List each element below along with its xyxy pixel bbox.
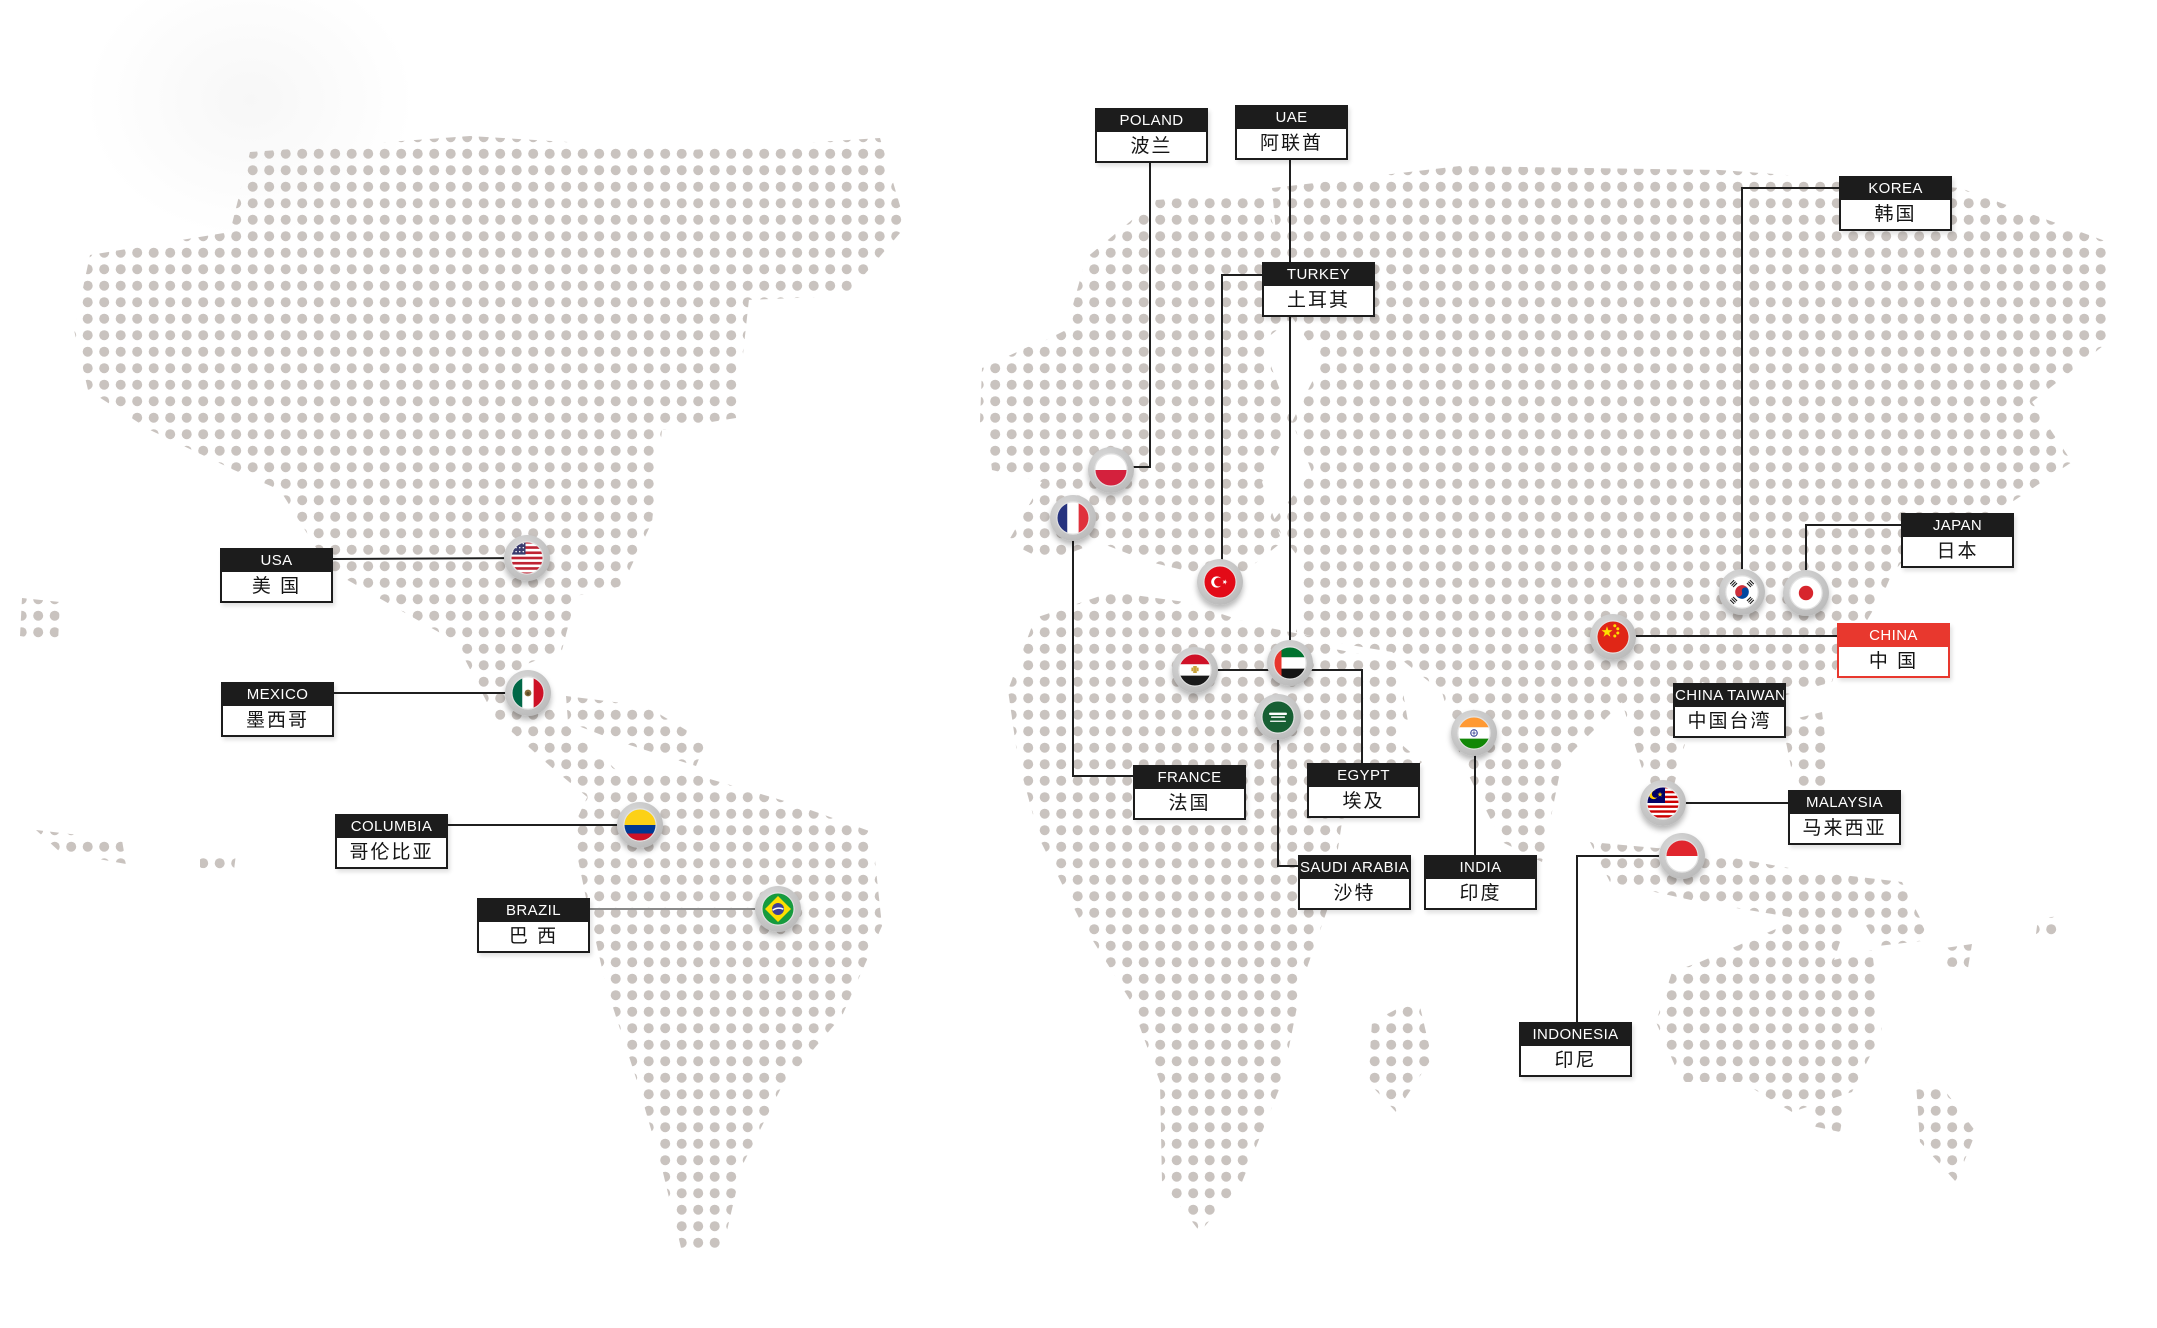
- saudi-arabia-label-name-zh: 沙特: [1333, 883, 1376, 904]
- uae-label-name-zh: 阿联酋: [1259, 133, 1323, 154]
- usa-label-name-en: USA: [222, 550, 331, 572]
- poland-flag-pin[interactable]: [1088, 447, 1134, 493]
- brazil-label[interactable]: BRAZIL 巴 西: [477, 898, 590, 953]
- turkey-flag-pin[interactable]: [1197, 559, 1243, 605]
- turkey-label-name-zh: 土耳其: [1286, 290, 1350, 311]
- india-label-name-zh: 印度: [1459, 883, 1502, 904]
- mexico-label[interactable]: MEXICO 墨西哥: [221, 682, 334, 737]
- usa-label-name-zh: 美 国: [251, 576, 302, 597]
- poland-label-name-zh: 波兰: [1130, 136, 1173, 157]
- turkey-label-name-en: TURKEY: [1264, 264, 1373, 286]
- france-connector-line: [1072, 518, 1133, 777]
- india-flag-pin[interactable]: [1451, 710, 1497, 756]
- turkey-flag-icon: [1203, 565, 1237, 599]
- korea-connector-line: [1741, 187, 1839, 592]
- egypt-flag-pin[interactable]: [1172, 647, 1218, 693]
- columbia-label-name-en: COLUMBIA: [337, 816, 446, 838]
- china-flag-icon: [1596, 620, 1630, 654]
- korea-label-name-zh: 韩国: [1874, 204, 1917, 225]
- china-label-name-en: CHINA: [1839, 625, 1948, 647]
- columbia-label[interactable]: COLUMBIA 哥伦比亚: [335, 814, 448, 869]
- malaysia-flag-icon: [1646, 786, 1680, 820]
- columbia-label-name-zh: 哥伦比亚: [349, 842, 434, 863]
- malaysia-label[interactable]: MALAYSIA 马来西亚: [1788, 790, 1901, 845]
- poland-flag-icon: [1094, 453, 1128, 487]
- egypt-label-name-zh: 埃及: [1342, 791, 1385, 812]
- france-flag-pin[interactable]: [1050, 495, 1096, 541]
- china-taiwan-label[interactable]: CHINA TAIWAN 中国台湾: [1673, 683, 1786, 738]
- indonesia-label-name-zh: 印尼: [1554, 1050, 1597, 1071]
- turkey-label[interactable]: TURKEY 土耳其: [1262, 262, 1375, 317]
- uae-flag-icon: [1273, 646, 1307, 680]
- saudi-arabia-label[interactable]: SAUDI ARABIA 沙特: [1298, 855, 1411, 910]
- uae-label[interactable]: UAE 阿联酋: [1235, 105, 1348, 160]
- china-label-name-zh: 中 国: [1868, 651, 1919, 672]
- mexico-label-name-en: MEXICO: [223, 684, 332, 706]
- usa-connector-line: [332, 557, 528, 560]
- brazil-flag-icon: [761, 892, 795, 926]
- malaysia-label-name-en: MALAYSIA: [1790, 792, 1899, 814]
- japan-flag-icon: [1789, 576, 1823, 610]
- usa-flag-pin[interactable]: [504, 535, 550, 581]
- saudi-arabia-flag-pin[interactable]: [1255, 694, 1301, 740]
- brazil-flag-pin[interactable]: [755, 886, 801, 932]
- poland-label[interactable]: POLAND 波兰: [1095, 108, 1208, 163]
- japan-label[interactable]: JAPAN 日本: [1901, 513, 2014, 568]
- mexico-flag-pin[interactable]: [505, 670, 551, 716]
- columbia-flag-icon: [623, 808, 657, 842]
- china-flag-pin[interactable]: [1590, 614, 1636, 660]
- saudi-arabia-label-name-en: SAUDI ARABIA: [1300, 857, 1409, 879]
- turkey-connector-line: [1221, 274, 1262, 582]
- france-label-name-zh: 法国: [1168, 793, 1211, 814]
- india-label-name-en: INDIA: [1426, 857, 1535, 879]
- japan-flag-pin[interactable]: [1783, 570, 1829, 616]
- korea-flag-pin[interactable]: [1719, 569, 1765, 615]
- brazil-label-name-en: BRAZIL: [479, 900, 588, 922]
- malaysia-flag-pin[interactable]: [1640, 780, 1686, 826]
- china-label[interactable]: CHINA 中 国: [1837, 623, 1950, 678]
- japan-label-name-zh: 日本: [1936, 541, 1979, 562]
- japan-label-name-en: JAPAN: [1903, 515, 2012, 537]
- indonesia-connector-line: [1576, 855, 1682, 1022]
- france-label-name-en: FRANCE: [1135, 767, 1244, 789]
- uae-flag-pin[interactable]: [1267, 640, 1313, 686]
- indonesia-flag-icon: [1665, 839, 1699, 873]
- egypt-flag-icon: [1178, 653, 1212, 687]
- usa-flag-icon: [510, 541, 544, 575]
- india-label[interactable]: INDIA 印度: [1424, 855, 1537, 910]
- poland-label-name-en: POLAND: [1097, 110, 1206, 132]
- columbia-flag-pin[interactable]: [617, 802, 663, 848]
- indonesia-label[interactable]: INDONESIA 印尼: [1519, 1022, 1632, 1077]
- egypt-label[interactable]: EGYPT 埃及: [1307, 763, 1420, 818]
- france-label[interactable]: FRANCE 法国: [1133, 765, 1246, 820]
- saudi-arabia-connector-line: [1277, 717, 1298, 867]
- continents-shape: [20, 136, 2108, 1252]
- india-flag-icon: [1457, 716, 1491, 750]
- egypt-connector-line: [1195, 669, 1363, 763]
- indonesia-label-name-en: INDONESIA: [1521, 1024, 1630, 1046]
- saudi-arabia-flag-icon: [1261, 700, 1295, 734]
- france-flag-icon: [1056, 501, 1090, 535]
- korea-label[interactable]: KOREA 韩国: [1839, 176, 1952, 231]
- korea-label-name-en: KOREA: [1841, 178, 1950, 200]
- indonesia-flag-pin[interactable]: [1659, 833, 1705, 879]
- china-taiwan-label-name-en: CHINA TAIWAN: [1675, 685, 1784, 707]
- uae-label-name-en: UAE: [1237, 107, 1346, 129]
- brazil-label-name-zh: 巴 西: [508, 926, 559, 947]
- korea-flag-icon: [1725, 575, 1759, 609]
- mexico-label-name-zh: 墨西哥: [245, 710, 309, 731]
- china-taiwan-label-name-zh: 中国台湾: [1687, 711, 1772, 732]
- egypt-label-name-en: EGYPT: [1309, 765, 1418, 787]
- mexico-flag-icon: [511, 676, 545, 710]
- usa-label[interactable]: USA 美 国: [220, 548, 333, 603]
- malaysia-label-name-zh: 马来西亚: [1802, 818, 1887, 839]
